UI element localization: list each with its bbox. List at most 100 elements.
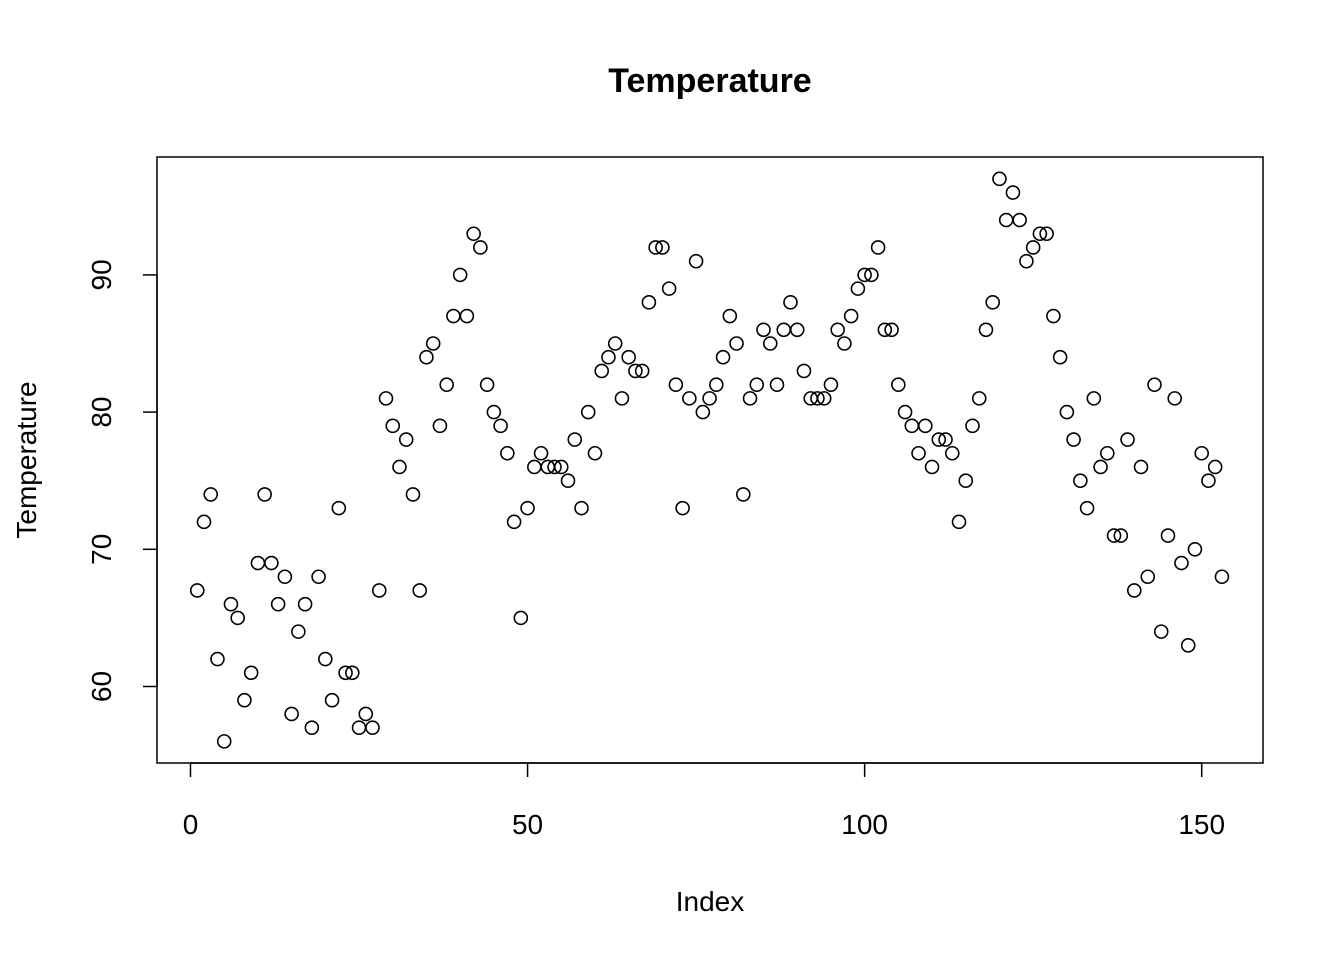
data-point [628, 363, 643, 379]
data-point [810, 391, 825, 406]
data-point [891, 377, 906, 392]
data-point [446, 308, 461, 324]
data-point [291, 624, 306, 639]
data-point [634, 363, 650, 379]
data-point [992, 171, 1007, 187]
data-point [857, 267, 872, 283]
data-point [695, 404, 711, 420]
data-point [843, 308, 859, 324]
data-point [473, 240, 488, 255]
data-point [742, 391, 758, 406]
data-point [196, 514, 212, 530]
data-point [216, 734, 232, 749]
data-point [614, 391, 630, 406]
data-point [378, 391, 394, 406]
data-point [1106, 528, 1122, 543]
data-point [1207, 459, 1223, 475]
data-point [756, 322, 771, 338]
data-point [796, 363, 812, 379]
data-point [971, 391, 987, 406]
data-point [223, 596, 239, 612]
data-point [439, 377, 454, 392]
data-point [1194, 445, 1209, 461]
data-point [601, 349, 616, 365]
data-point [1147, 377, 1162, 392]
data-point [951, 514, 967, 530]
data-point [904, 418, 920, 434]
data-point [1133, 459, 1149, 475]
data-point [527, 459, 542, 475]
data-point [668, 377, 684, 392]
data-point [189, 583, 205, 598]
data-point [1025, 240, 1041, 255]
data-point [1046, 308, 1061, 324]
data-point [621, 349, 636, 365]
x-axis: 0 50 100 150 [183, 762, 1225, 840]
data-point [985, 295, 1001, 310]
data-point [789, 322, 805, 338]
data-point [297, 596, 313, 612]
data-point [641, 295, 657, 310]
data-point [574, 500, 589, 516]
data-point [655, 240, 670, 255]
data-point [547, 459, 562, 475]
plot-frame [156, 156, 1264, 764]
data-point [560, 473, 576, 489]
data-point [1073, 473, 1088, 489]
data-point [864, 267, 879, 283]
data-point [884, 322, 899, 338]
data-point [318, 651, 333, 667]
x-tick-label: 0 [183, 809, 199, 840]
data-point [1100, 445, 1115, 461]
x-axis-label: Index [676, 886, 745, 917]
data-point [385, 418, 401, 434]
data-point [1052, 349, 1068, 365]
data-point [1113, 528, 1129, 543]
data-point [870, 240, 886, 255]
y-tick-label: 70 [86, 534, 117, 565]
data-point [1032, 226, 1048, 242]
data-point [452, 267, 468, 283]
data-point [533, 445, 549, 461]
data-point [371, 583, 387, 598]
data-point [203, 487, 219, 502]
y-axis-label: Temperature [11, 381, 42, 538]
data-point [398, 432, 414, 447]
data-point [425, 336, 441, 351]
data-point [493, 418, 508, 434]
data-point [580, 404, 596, 420]
data-point [998, 212, 1014, 228]
data-points [189, 171, 1230, 749]
data-point [965, 418, 980, 434]
data-point [513, 610, 529, 626]
data-point [324, 692, 340, 708]
data-point [702, 391, 717, 406]
y-tick-label: 90 [86, 259, 117, 290]
x-tick-label: 50 [512, 809, 543, 840]
data-point [1126, 583, 1142, 598]
data-point [958, 473, 974, 489]
data-point [479, 377, 495, 392]
data-point [709, 377, 724, 392]
data-point [816, 391, 832, 406]
data-point [365, 720, 380, 735]
data-point [1012, 212, 1027, 228]
data-point [978, 322, 994, 338]
data-point [466, 226, 481, 242]
data-point [1059, 404, 1075, 420]
data-point [1160, 528, 1176, 543]
data-point [938, 432, 953, 447]
data-point [412, 583, 428, 598]
data-point [486, 404, 502, 420]
data-point [918, 418, 933, 434]
data-point [284, 706, 299, 722]
data-point [682, 391, 697, 406]
data-point [1214, 569, 1230, 585]
data-point [338, 665, 353, 681]
data-point [250, 555, 266, 571]
data-point [587, 445, 603, 461]
data-point [1066, 432, 1081, 447]
data-point [837, 336, 852, 351]
y-axis: 60 70 80 90 [86, 259, 158, 702]
